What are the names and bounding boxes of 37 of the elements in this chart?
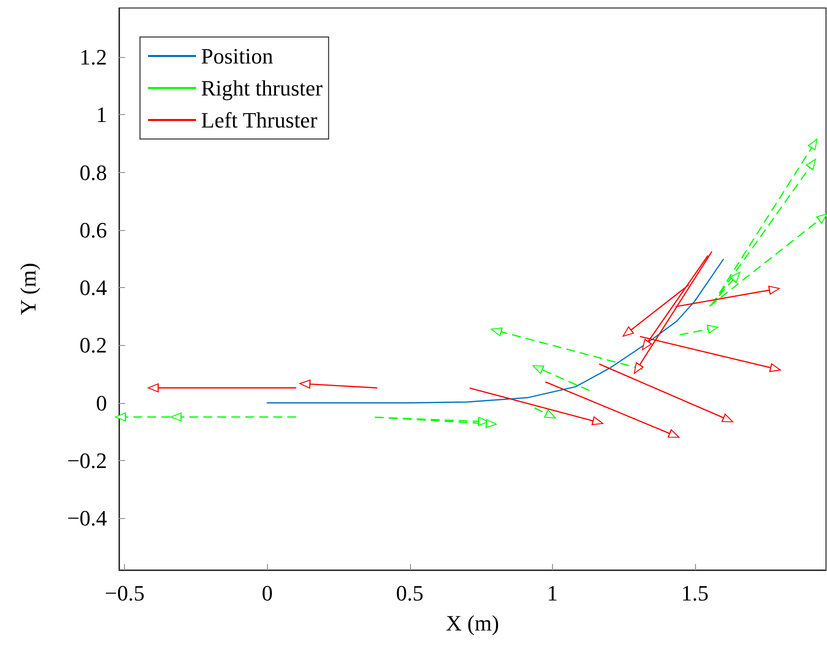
- legend-label: Position: [201, 44, 274, 68]
- point: [170, 412, 182, 422]
- line-series: [266, 258, 724, 404]
- point: [768, 286, 780, 295]
- y-tick-label: 0.6: [80, 217, 107, 242]
- point: [816, 213, 827, 224]
- y-tick-label: 0.2: [80, 332, 107, 358]
- x-tick-label: 0.5: [396, 580, 424, 606]
- y-tick-label: 0.4: [80, 275, 107, 300]
- point: [769, 363, 781, 372]
- point: [148, 383, 159, 392]
- point: [544, 410, 556, 418]
- x-tick-label: −0.5: [104, 580, 145, 606]
- y-axis-title: Y (m): [16, 262, 40, 316]
- legend-label: Left Thruster: [201, 108, 318, 132]
- point: [490, 327, 503, 336]
- y-tick-label: −0.2: [67, 448, 107, 473]
- x-tick-label: 1.5: [681, 580, 709, 606]
- point: [299, 380, 311, 389]
- point: [806, 158, 816, 170]
- point: [486, 419, 497, 428]
- legend-label: Right thruster: [201, 76, 324, 100]
- point: [114, 412, 126, 422]
- point: [730, 272, 740, 283]
- y-tick-label: −0.4: [67, 506, 107, 531]
- x-axis-title: X (m): [446, 610, 500, 636]
- y-tick-label: 1: [96, 102, 107, 128]
- point: [592, 416, 604, 426]
- point: [668, 429, 680, 438]
- y-tick-label: 0: [96, 390, 107, 416]
- point: [706, 324, 719, 334]
- point: [722, 414, 734, 422]
- y-tick-label: 1.2: [80, 44, 107, 70]
- point: [808, 138, 818, 150]
- x-tick-label: 1: [546, 580, 558, 606]
- y-tick-label: 0.8: [80, 160, 107, 185]
- x-tick-label: 0: [262, 580, 273, 606]
